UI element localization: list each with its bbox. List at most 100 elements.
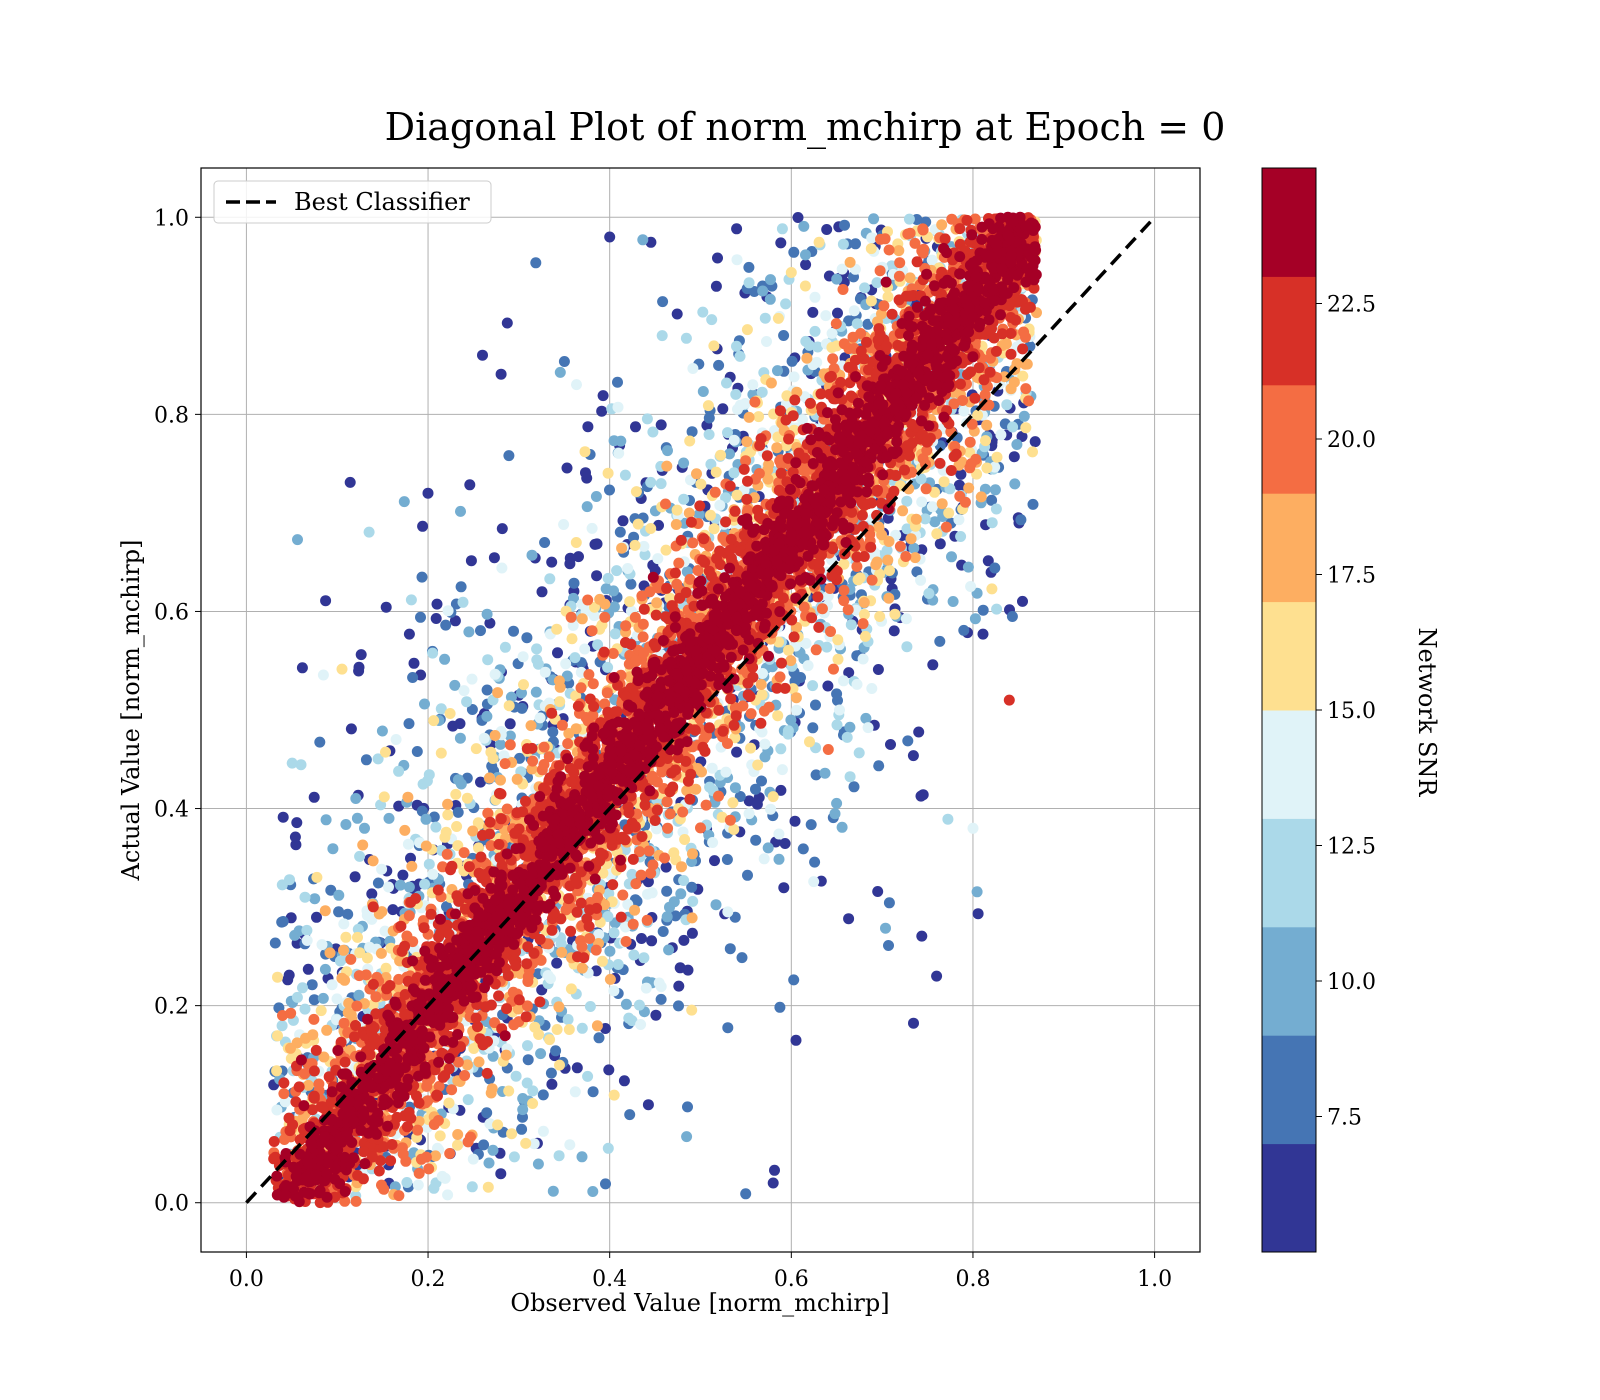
scatter-point	[314, 736, 326, 748]
scatter-point	[297, 982, 308, 994]
scatter-point	[671, 308, 683, 320]
scatter-point	[804, 736, 815, 748]
scatter-point	[427, 647, 439, 659]
scatter-point	[439, 831, 451, 843]
scatter-point	[503, 450, 515, 462]
scatter-point	[537, 1125, 549, 1137]
scatter-point	[828, 663, 839, 675]
scatter-point	[642, 876, 654, 888]
scatter-point	[1011, 358, 1023, 370]
scatter-point	[969, 613, 981, 625]
scatter-point	[526, 549, 538, 561]
scatter-point	[797, 843, 809, 855]
scatter-point	[408, 657, 420, 669]
scatter-point	[475, 776, 486, 788]
scatter-point	[357, 839, 369, 851]
scatter-point	[826, 342, 838, 353]
scatter-point	[782, 728, 794, 740]
scatter-point	[569, 1086, 581, 1098]
scatter-point	[434, 1130, 446, 1142]
scatter-point	[481, 684, 493, 696]
scatter-point	[756, 775, 767, 787]
scatter-point	[810, 769, 822, 781]
scatter-point	[799, 280, 811, 292]
scatter-point	[883, 536, 895, 547]
scatter-point	[775, 784, 787, 796]
scatter-point	[319, 905, 331, 917]
scatter-point	[411, 746, 423, 757]
scatter-point	[602, 572, 614, 584]
scatter-point	[646, 935, 658, 947]
scatter-point	[447, 720, 459, 732]
scatter-point	[751, 798, 763, 810]
scatter-point	[1027, 446, 1038, 458]
scatter-point	[1029, 436, 1041, 448]
scatter-point	[551, 623, 563, 635]
scatter-point	[380, 746, 391, 758]
scatter-point	[661, 885, 673, 897]
scatter-point	[576, 613, 588, 625]
scatter-point	[446, 1084, 458, 1096]
scatter-point	[406, 860, 418, 872]
scatter-point	[517, 1104, 529, 1116]
scatter-point	[620, 998, 632, 1010]
scatter-point	[857, 618, 869, 630]
scatter-point	[1009, 478, 1021, 490]
scatter-point	[616, 542, 628, 554]
scatter-point	[353, 989, 365, 1001]
scatter-point	[545, 1067, 557, 1079]
scatter-point	[571, 379, 582, 391]
scatter-point	[686, 1004, 698, 1016]
scatter-point	[600, 583, 612, 595]
scatter-point	[608, 927, 620, 939]
scatter-point	[788, 246, 800, 258]
scatter-point	[765, 274, 776, 286]
scatter-point	[271, 1065, 283, 1077]
scatter-point	[894, 540, 906, 552]
scatter-point	[324, 947, 336, 959]
scatter-point	[611, 565, 623, 577]
scatter-point	[809, 291, 821, 303]
scatter-point	[805, 819, 817, 831]
scatter-point	[786, 355, 798, 367]
scatter-point	[772, 312, 784, 324]
scatter-point	[909, 237, 921, 249]
scatter-point	[638, 952, 650, 964]
scatter-point	[673, 980, 685, 992]
scatter-point	[732, 403, 743, 415]
scatter-point	[522, 971, 534, 983]
scatter-point	[612, 401, 624, 413]
scatter-point	[302, 1079, 314, 1091]
scatter-point	[558, 519, 570, 530]
scatter-point	[902, 228, 914, 240]
scatter-point	[531, 654, 543, 666]
scatter-point	[632, 518, 644, 530]
scatter-point	[825, 626, 836, 637]
scatter-point	[535, 1048, 547, 1060]
scatter-point	[678, 934, 690, 946]
scatter-point	[637, 234, 649, 246]
scatter-point	[350, 793, 362, 804]
scatter-point	[780, 298, 792, 310]
scatter-point	[788, 371, 800, 383]
scatter-point	[443, 1097, 455, 1109]
scatter-point	[428, 715, 440, 727]
scatter-point	[496, 523, 508, 535]
scatter-point	[487, 1050, 499, 1062]
scatter-point	[458, 847, 470, 859]
scatter-point	[821, 224, 833, 235]
scatter-point	[982, 555, 994, 567]
scatter-point	[741, 324, 753, 336]
scatter-point	[712, 252, 723, 264]
scatter-point	[580, 467, 591, 479]
scatter-point	[383, 881, 394, 893]
scatter-point	[729, 782, 741, 794]
scatter-point	[741, 436, 753, 448]
scatter-point	[308, 1013, 320, 1025]
scatter-point	[832, 653, 844, 665]
scatter-point	[778, 882, 790, 894]
scatter-point	[554, 681, 566, 693]
scatter-point	[703, 429, 715, 440]
scatter-point	[285, 1007, 297, 1019]
scatter-point	[977, 628, 989, 640]
